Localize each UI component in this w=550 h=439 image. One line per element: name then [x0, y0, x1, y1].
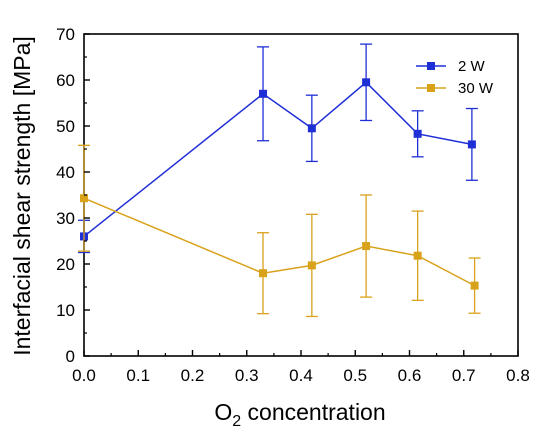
- y-tick-label: 10: [56, 301, 75, 320]
- x-tick-label: 0.6: [398, 366, 422, 385]
- data-point: [362, 78, 371, 87]
- plot-frame-group: [83, 33, 519, 357]
- x-tick-label: 0.5: [343, 366, 367, 385]
- legend-label: 30 W: [458, 80, 494, 97]
- data-point: [470, 281, 479, 290]
- x-tick-label: 0.7: [452, 366, 476, 385]
- x-tick-label: 0.1: [126, 366, 150, 385]
- x-tick-label: 0.8: [506, 366, 530, 385]
- y-tick-label: 50: [56, 117, 75, 136]
- y-tick-label: 60: [56, 71, 75, 90]
- y-tick-label: 20: [56, 255, 75, 274]
- x-axis-title-subscript: 2: [232, 413, 241, 430]
- data-point: [362, 242, 371, 251]
- y-tick-label: 0: [66, 347, 75, 366]
- data-point: [259, 89, 268, 98]
- x-axis-title-main: O: [214, 399, 232, 425]
- plot-frame: [83, 33, 519, 357]
- ticks-group: 0.0 0.1 0.2 0.3 0.4 0.5 0.6 0.7 0.8 0 10 20 30 40 50 60…: [56, 25, 530, 385]
- data-point: [413, 129, 422, 138]
- y-tick-label: 70: [56, 25, 75, 44]
- series-line: [83, 197, 475, 287]
- legend-label: 2 W: [458, 58, 486, 75]
- x-axis-title-rest: concentration: [241, 399, 385, 425]
- x-tick-label: 0.0: [72, 366, 96, 385]
- y-axis-title: Interfacial shear strength [MPa]: [9, 36, 35, 356]
- legend-marker: [427, 62, 435, 70]
- x-tick-label: 0.4: [289, 366, 313, 385]
- data-point: [80, 194, 88, 203]
- data-point: [259, 269, 268, 278]
- legend-marker: [427, 84, 435, 92]
- series-group: [78, 43, 481, 318]
- x-tick-label: 0.2: [181, 366, 205, 385]
- series-2w: [78, 43, 478, 254]
- y-tick-label: 40: [56, 163, 75, 182]
- y-tick-label: 30: [56, 209, 75, 228]
- series-line: [83, 81, 473, 237]
- data-point: [307, 261, 316, 270]
- data-point: [467, 140, 476, 149]
- data-point: [307, 124, 316, 133]
- x-tick-label: 0.3: [235, 366, 259, 385]
- series-30w: [78, 144, 481, 318]
- x-axis-title: O2 concentration: [214, 399, 385, 430]
- data-point: [413, 251, 422, 260]
- legend: 2 W 30 W: [416, 58, 494, 97]
